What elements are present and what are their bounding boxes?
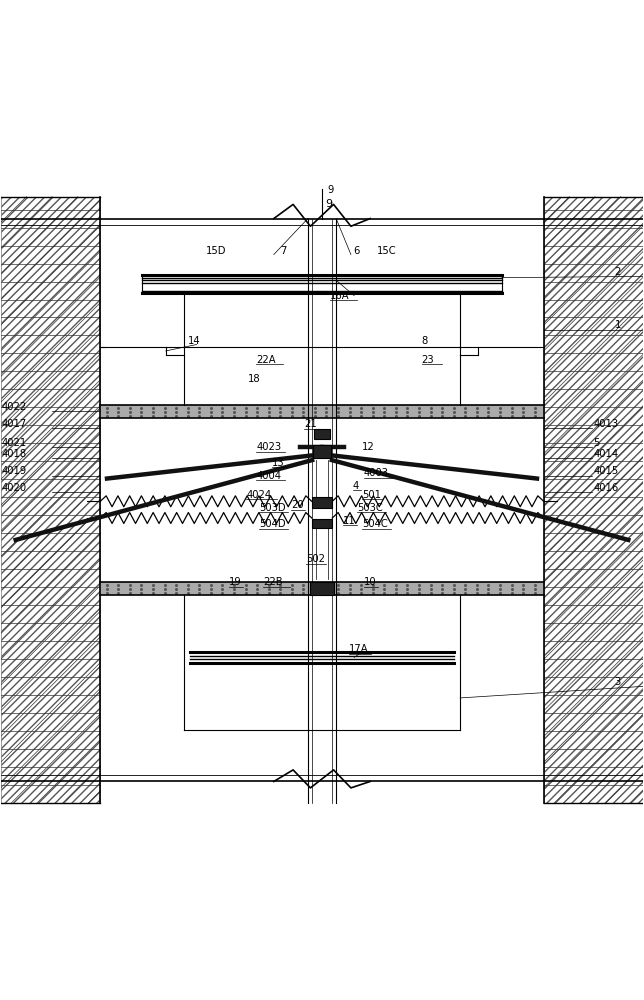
Bar <box>310 582 334 595</box>
Text: 13: 13 <box>272 458 285 468</box>
Text: 22B: 22B <box>263 577 283 587</box>
Text: 20: 20 <box>291 500 304 510</box>
Bar <box>100 405 544 418</box>
Bar <box>314 429 330 439</box>
Text: 1: 1 <box>614 320 621 330</box>
Text: 19: 19 <box>229 577 242 587</box>
Text: 16A: 16A <box>330 291 349 301</box>
Text: 503D: 503D <box>259 503 286 513</box>
Text: 23: 23 <box>422 355 434 365</box>
Bar <box>100 582 544 595</box>
Text: 4019: 4019 <box>2 466 27 476</box>
Text: 7: 7 <box>280 246 287 256</box>
Text: 4016: 4016 <box>593 483 618 493</box>
Text: 4003: 4003 <box>364 468 389 478</box>
Text: 4004: 4004 <box>256 471 281 481</box>
Text: 4015: 4015 <box>593 466 618 476</box>
Text: 4022: 4022 <box>2 402 27 412</box>
Text: 15D: 15D <box>206 246 227 256</box>
Text: 10: 10 <box>364 577 376 587</box>
Text: 17A: 17A <box>349 644 368 654</box>
Text: 4013: 4013 <box>593 419 618 429</box>
Text: 501: 501 <box>362 490 381 500</box>
Text: 4020: 4020 <box>2 483 27 493</box>
Text: 14: 14 <box>188 336 201 346</box>
Text: 4: 4 <box>353 481 359 491</box>
Text: 4018: 4018 <box>2 449 27 459</box>
Bar <box>312 519 332 528</box>
Text: 18: 18 <box>248 374 261 384</box>
Text: 6: 6 <box>353 246 359 256</box>
Text: 502: 502 <box>306 554 325 564</box>
Text: 2: 2 <box>614 267 621 277</box>
Text: 4017: 4017 <box>2 419 27 429</box>
Text: 21: 21 <box>304 419 317 429</box>
Text: 9: 9 <box>327 185 334 195</box>
Text: 3: 3 <box>614 677 621 687</box>
Text: 8: 8 <box>422 336 428 346</box>
Bar <box>313 445 331 458</box>
Text: 4021: 4021 <box>2 438 27 448</box>
Text: 4014: 4014 <box>593 449 618 459</box>
Text: 4024: 4024 <box>246 490 271 500</box>
Text: 4023: 4023 <box>256 442 281 452</box>
Text: 9: 9 <box>325 199 332 209</box>
Text: 11: 11 <box>343 516 355 526</box>
Text: 504C: 504C <box>362 519 388 529</box>
Bar <box>544 197 643 803</box>
Text: 22A: 22A <box>256 355 276 365</box>
Text: 504D: 504D <box>259 519 286 529</box>
Text: 15C: 15C <box>377 246 396 256</box>
Bar <box>312 497 332 508</box>
Bar <box>1 197 100 803</box>
Text: 503C: 503C <box>357 503 383 513</box>
Text: 12: 12 <box>362 442 375 452</box>
Text: 5: 5 <box>593 438 600 448</box>
